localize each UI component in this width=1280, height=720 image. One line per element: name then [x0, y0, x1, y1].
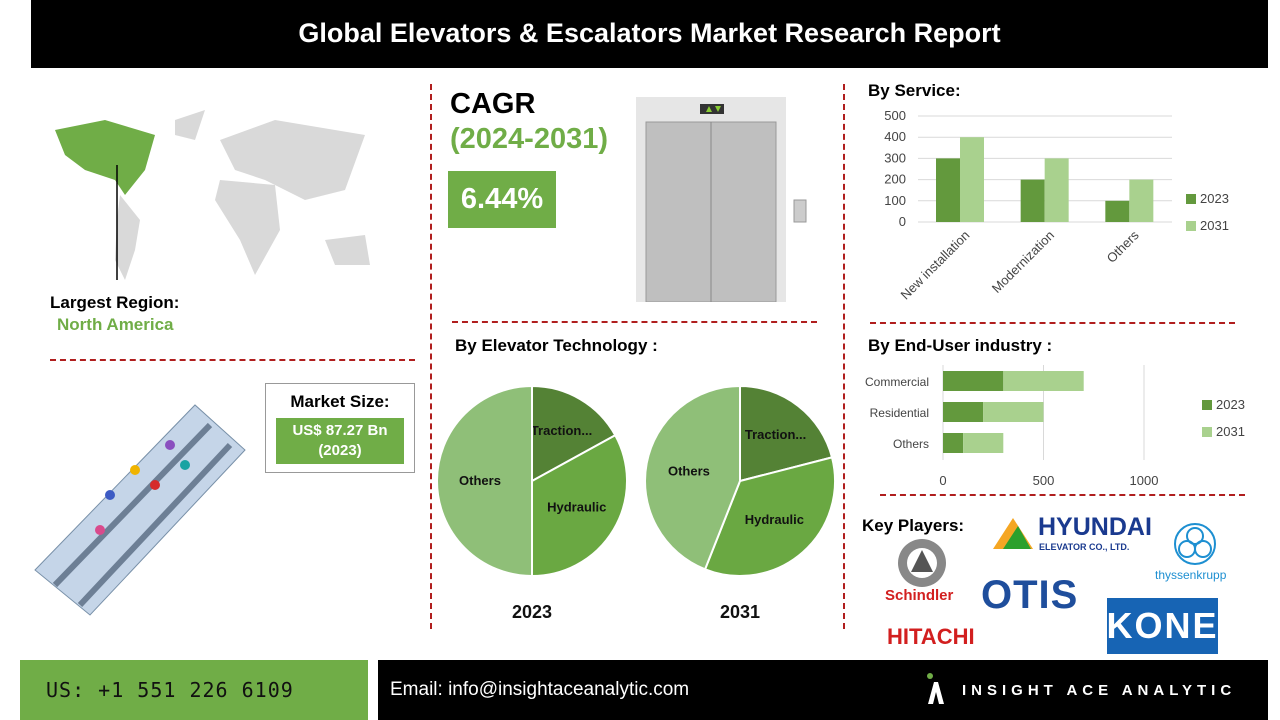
- divider: [452, 321, 817, 323]
- brand-logo-icon: [927, 673, 944, 704]
- largest-region-value: North America: [57, 315, 174, 334]
- bar-2031: [1129, 179, 1154, 222]
- y-tick-label: 200: [884, 172, 906, 187]
- hitachi-logo: HITACHI: [887, 624, 975, 649]
- enduser-title: By End-User industry :: [868, 336, 1053, 355]
- x-tick-label: Others: [1104, 227, 1143, 266]
- pie-slice-hydraulic: [703, 456, 836, 577]
- legend-swatch: [1202, 400, 1212, 410]
- bar-2031: [1044, 158, 1069, 222]
- brand-name: INSIGHT ACE ANALYTIC: [962, 682, 1237, 699]
- pie-slice-traction: [531, 384, 617, 483]
- pie-label: Traction...: [531, 423, 592, 438]
- page-title: Global Elevators & Escalators Market Res…: [31, 0, 1268, 68]
- legend-label: 2023: [1216, 397, 1245, 412]
- bar-2023: [1020, 179, 1045, 222]
- legend-label: 2031: [1200, 218, 1229, 233]
- phone-number[interactable]: US: +1 551 226 6109: [20, 660, 368, 720]
- elevator-door-illustration: [636, 97, 807, 302]
- y-tick-label: 0: [899, 214, 906, 229]
- x-tick-label: 0: [939, 473, 946, 488]
- thyssenkrupp-logo: thyssenkrupp: [1155, 568, 1227, 582]
- market-size-value: US$ 87.27 Bn: [292, 422, 388, 439]
- bar-2023: [943, 402, 984, 422]
- thyssenkrupp-logo-icon: [1174, 523, 1216, 565]
- x-tick-label: 500: [1033, 473, 1055, 488]
- key-players-title: Key Players:: [862, 516, 965, 535]
- y-tick-label: Residential: [870, 406, 929, 420]
- x-tick-label: Modernization: [989, 228, 1057, 296]
- divider: [843, 84, 845, 629]
- legend-swatch: [1186, 194, 1196, 204]
- x-tick-label: New installation: [897, 228, 972, 303]
- cagr-label: CAGR: [450, 88, 536, 120]
- divider: [880, 494, 1245, 496]
- bar-2023: [943, 371, 1004, 391]
- kone-logo: KONE: [1107, 598, 1218, 654]
- market-size-box: Market Size: US$ 87.27 Bn (2023): [265, 383, 415, 473]
- divider: [50, 359, 415, 361]
- service-bar-chart: 0 100 200 300 400 500 New installation Moderniz…: [884, 108, 1229, 303]
- technology-title: By Elevator Technology :: [455, 336, 658, 355]
- pie-label: Hydraulic: [745, 512, 804, 527]
- technology-pie-charts: Traction... Hydraulic Others 2023 Traction..…: [436, 384, 836, 622]
- market-size-label: Market Size:: [290, 392, 390, 411]
- divider: [870, 322, 1235, 324]
- hyundai-subtitle: ELEVATOR CO., LTD.: [1039, 542, 1130, 552]
- y-tick-label: 300: [884, 150, 906, 165]
- schindler-logo-icon: [898, 539, 946, 587]
- x-tick-label: 1000: [1130, 473, 1159, 488]
- pie-year-label: 2031: [720, 602, 760, 622]
- y-tick-label: Others: [893, 437, 929, 451]
- bar-2023: [943, 433, 964, 453]
- y-tick-label: 400: [884, 129, 906, 144]
- bar-2031: [1003, 371, 1084, 391]
- y-tick-label: Commercial: [865, 375, 929, 389]
- market-size-year: (2023): [318, 442, 362, 459]
- bar-2031: [960, 137, 984, 222]
- bar-2031: [983, 402, 1044, 422]
- largest-region-label: Largest Region:: [50, 293, 180, 312]
- bar-2023: [936, 158, 960, 222]
- bar-2031: [963, 433, 1004, 453]
- pie-label: Traction...: [745, 427, 806, 442]
- email-link[interactable]: Email: info@insightaceanalytic.com: [390, 679, 690, 700]
- y-tick-label: 500: [884, 108, 906, 123]
- pie-label: Others: [668, 463, 710, 478]
- cagr-value: 6.44%: [448, 171, 556, 228]
- hyundai-logo-icon: [993, 518, 1033, 549]
- legend-swatch: [1202, 427, 1212, 437]
- pie-slice-others: [644, 384, 741, 571]
- service-title: By Service:: [868, 81, 961, 100]
- pie-slice-traction: [739, 384, 834, 483]
- schindler-logo: Schindler: [885, 587, 954, 604]
- y-tick-label: 100: [884, 193, 906, 208]
- pie-label: Hydraulic: [547, 499, 606, 514]
- legend-label: 2031: [1216, 424, 1245, 439]
- pie-slice-others: [436, 384, 533, 578]
- pie-year-label: 2023: [512, 602, 552, 622]
- world-map: [55, 110, 370, 280]
- bar-2023: [1105, 200, 1130, 222]
- otis-logo: OTIS: [981, 573, 1079, 617]
- pie-label: Others: [459, 473, 501, 488]
- enduser-bar-chart: 0 500 1000 Commercial Residential Others 2023 2…: [865, 365, 1245, 488]
- cagr-period: (2024-2031): [450, 123, 608, 155]
- divider: [430, 84, 432, 629]
- hyundai-logo: HYUNDAI: [1038, 513, 1152, 541]
- legend-label: 2023: [1200, 191, 1229, 206]
- escalator-illustration: [34, 404, 246, 616]
- pie-slice-hydraulic: [531, 433, 628, 578]
- legend-swatch: [1186, 221, 1196, 231]
